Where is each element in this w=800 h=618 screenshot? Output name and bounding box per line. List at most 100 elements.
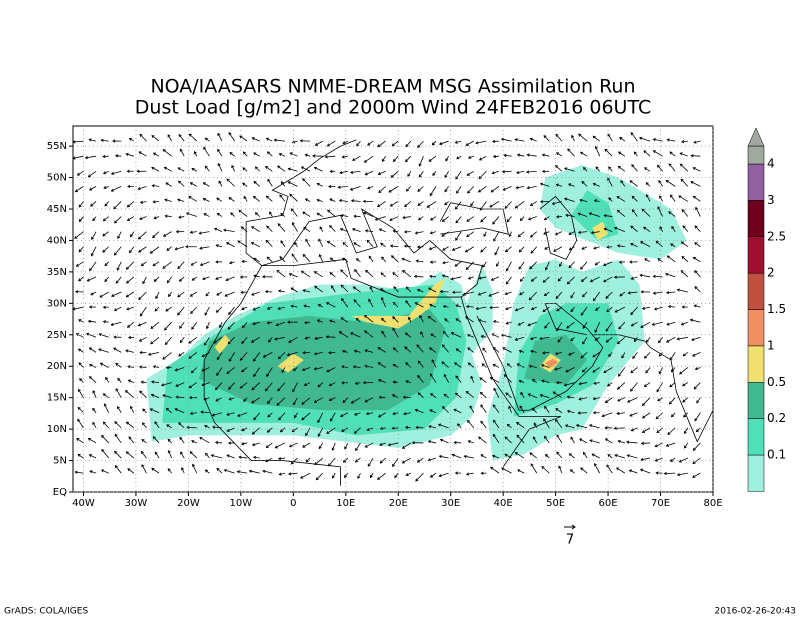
- wind-shaft: [287, 352, 298, 356]
- wind-shaft: [150, 336, 160, 345]
- wind-arrow: [116, 261, 122, 271]
- wind-arrow: [370, 472, 374, 479]
- wind-shaft: [205, 453, 210, 459]
- wind-shaft: [192, 276, 198, 281]
- wind-head: [190, 310, 194, 314]
- wind-arrow: [138, 291, 147, 300]
- wind-arrow: [392, 155, 399, 162]
- wind-arrow: [543, 231, 550, 235]
- wind-head: [299, 139, 303, 143]
- wind-head: [354, 269, 358, 273]
- wind-head: [224, 293, 228, 297]
- wind-arrow: [188, 196, 198, 202]
- wind-head: [653, 307, 658, 311]
- wind-head: [100, 469, 105, 473]
- wind-arrow: [614, 453, 625, 459]
- colorbar-box: [747, 272, 765, 310]
- wind-arrow: [451, 290, 462, 294]
- wind-arrow: [152, 152, 160, 157]
- wind-head: [179, 436, 183, 440]
- wind-head: [115, 388, 119, 392]
- wind-head: [251, 292, 255, 296]
- wind-arrow: [167, 468, 172, 474]
- wind-arrow: [79, 378, 84, 383]
- wind-shaft: [456, 348, 462, 353]
- reference-label: 7: [566, 533, 574, 548]
- colorbar-box: [747, 418, 765, 456]
- wind-shaft: [179, 337, 185, 343]
- wind-head: [92, 390, 96, 394]
- wind-arrow: [579, 438, 588, 444]
- wind-shaft: [632, 209, 638, 217]
- wind-shaft: [480, 246, 487, 253]
- wind-shaft: [490, 377, 500, 383]
- wind-shaft: [191, 367, 198, 374]
- wind-shaft: [354, 412, 361, 416]
- wind-arrow: [669, 352, 676, 361]
- wind-arrow: [404, 346, 412, 353]
- wind-head: [455, 375, 459, 379]
- wind-shaft: [656, 382, 663, 392]
- wind-shaft: [431, 359, 437, 368]
- wind-arrow: [444, 201, 449, 206]
- wind-head: [643, 150, 647, 154]
- wind-arrow: [216, 197, 223, 202]
- wind-head: [304, 320, 308, 325]
- wind-head: [294, 415, 297, 419]
- wind-shaft: [351, 397, 361, 404]
- wind-shaft: [527, 321, 537, 326]
- wind-shaft: [288, 336, 298, 343]
- wind-shaft: [217, 149, 223, 157]
- wind-shaft: [127, 321, 135, 328]
- wind-shaft: [527, 154, 537, 157]
- wind-head: [287, 181, 291, 185]
- wind-head: [529, 266, 533, 270]
- wind-head: [555, 408, 559, 412]
- wind-head: [606, 309, 610, 313]
- wind-head: [141, 422, 145, 426]
- wind-arrow: [314, 457, 323, 466]
- wind-shaft: [141, 451, 147, 459]
- wind-arrow: [480, 420, 487, 429]
- wind-head: [589, 279, 594, 283]
- wind-head: [326, 369, 330, 373]
- wind-head: [265, 239, 269, 243]
- wind-arrow: [252, 321, 260, 326]
- wind-shaft: [480, 392, 487, 398]
- wind-arrow: [541, 169, 550, 174]
- wind-head: [286, 353, 290, 357]
- wind-head: [300, 475, 304, 479]
- wind-head: [228, 311, 232, 315]
- wind-head: [630, 276, 634, 280]
- wind-head: [114, 433, 118, 437]
- wind-shaft: [419, 156, 424, 167]
- wind-head: [152, 152, 157, 156]
- wind-arrow: [480, 471, 487, 475]
- wind-shaft: [216, 306, 223, 313]
- wind-head: [429, 274, 433, 278]
- wind-arrow: [114, 465, 122, 474]
- wind-shaft: [301, 270, 311, 278]
- wind-shaft: [392, 316, 399, 323]
- wind-head: [502, 347, 506, 351]
- wind-shaft: [605, 321, 613, 332]
- wind-arrow: [592, 182, 600, 187]
- wind-head: [514, 138, 518, 142]
- wind-arrow: [555, 291, 563, 300]
- wind-shaft: [226, 412, 235, 416]
- wind-head: [430, 217, 434, 221]
- wind-shaft: [504, 453, 512, 459]
- wind-shaft: [266, 256, 273, 263]
- wind-shaft: [518, 231, 525, 237]
- wind-shaft: [253, 456, 260, 459]
- wind-shaft: [452, 246, 462, 251]
- wind-arrow: [102, 320, 109, 324]
- wind-head: [387, 443, 391, 447]
- wind-head: [463, 454, 467, 459]
- wind-shaft: [466, 216, 475, 222]
- wind-arrow: [475, 140, 487, 145]
- wind-arrow: [392, 411, 399, 416]
- wind-arrow: [78, 319, 84, 323]
- wind-head: [339, 228, 344, 232]
- wind-head: [167, 438, 171, 442]
